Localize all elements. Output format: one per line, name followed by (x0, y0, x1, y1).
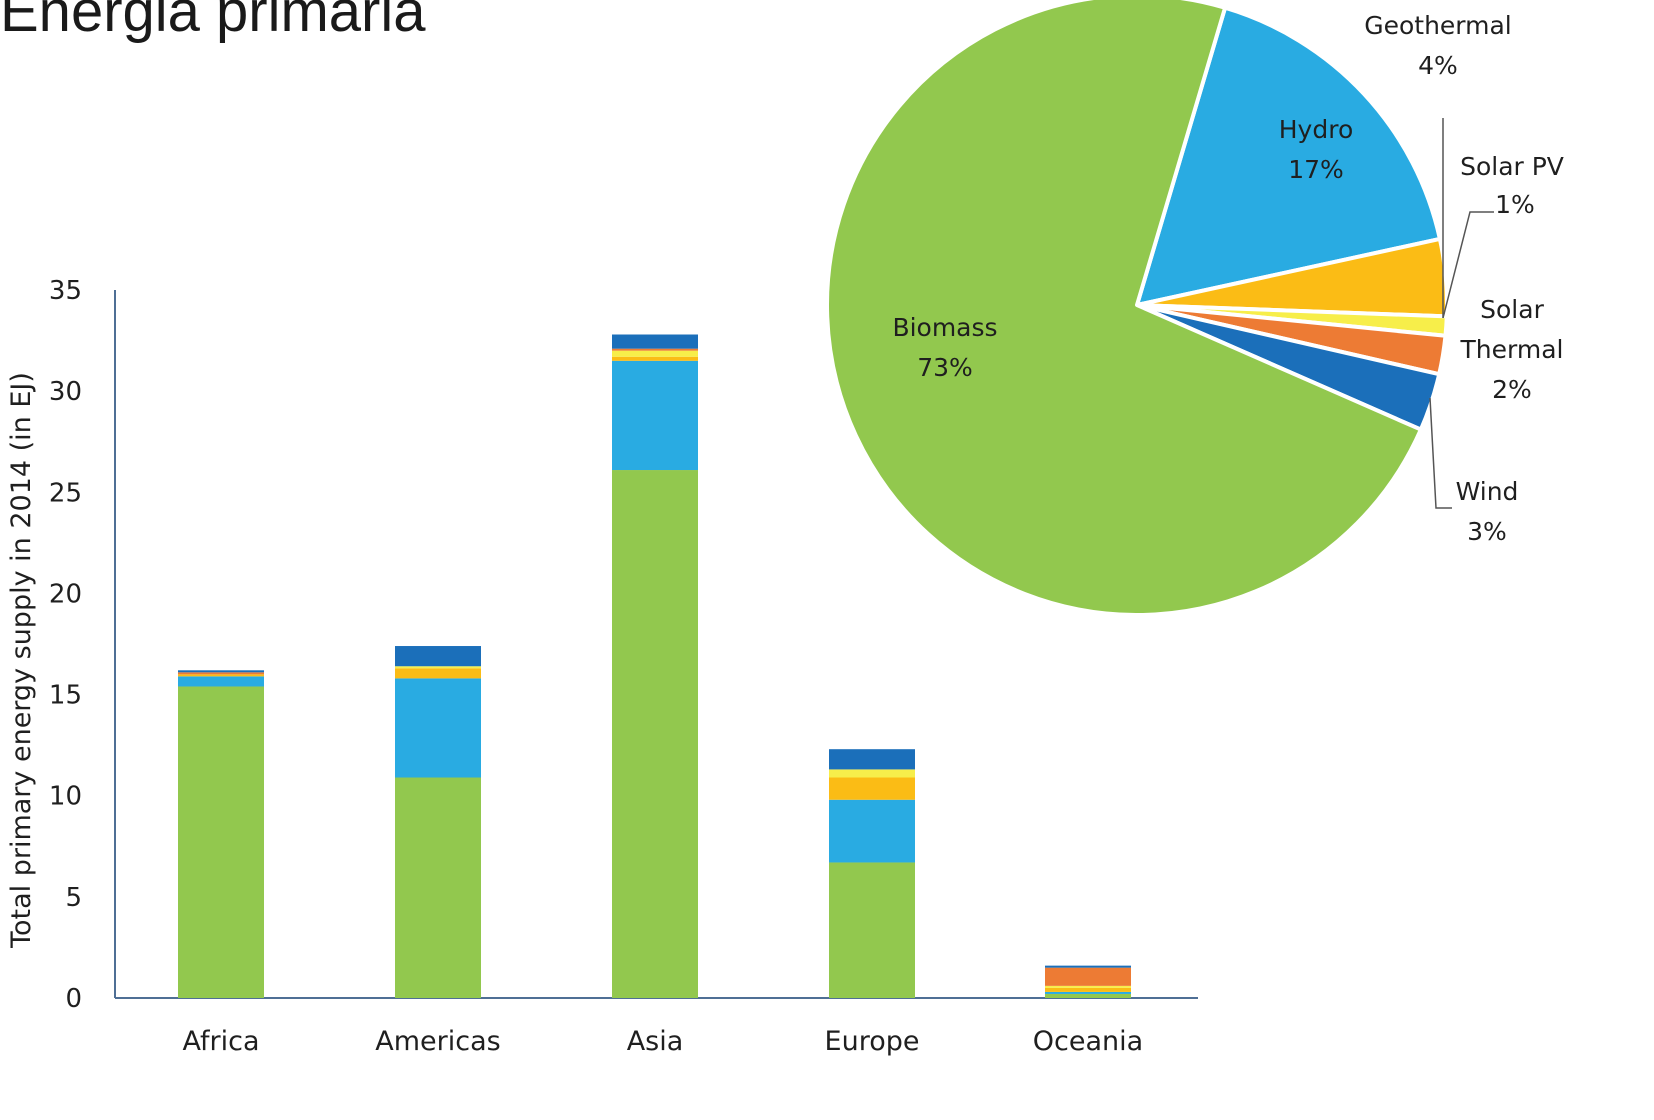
bar-segment-oceania-2 (1045, 987, 1131, 992)
bar-segment-asia-1 (612, 360, 698, 471)
y-axis-label: Total primary energy supply in 2014 (in … (6, 372, 37, 949)
bar-segment-americas-1 (395, 678, 481, 778)
bar-segment-europe-1 (829, 799, 915, 863)
pie-leader-lines (1429, 118, 1494, 509)
pie-label-solar-thermal-line-0: Solar (1480, 295, 1544, 324)
x-category-labels: Africa Americas Asia Europe Oceania (182, 1026, 1143, 1057)
bar-segment-americas-0 (395, 777, 481, 998)
bar-segment-asia-0 (612, 470, 698, 998)
pie-label-geothermal-line-1: 4% (1418, 51, 1458, 80)
bar-segment-oceania-0 (1045, 993, 1131, 998)
y-tick-label: 5 (65, 883, 82, 913)
y-tick-labels: 0 5 10 15 20 25 30 35 (49, 276, 82, 1014)
bar-segment-oceania-4 (1045, 967, 1131, 986)
bar-segment-asia-4 (612, 348, 698, 351)
bar-segment-americas-3 (395, 666, 481, 669)
pie-label-solar-pv-value-line-0: 1% (1495, 190, 1535, 219)
y-tick-label: 20 (49, 579, 82, 609)
bar-segments (178, 334, 1131, 998)
pie-label-biomass-line-0: Biomass (892, 313, 997, 342)
leader-wind (1429, 397, 1452, 509)
bar-segment-americas-2 (395, 668, 481, 679)
y-tick-label: 30 (49, 377, 82, 407)
bar-segment-africa-0 (178, 686, 264, 998)
pie-slice-hydro (1135, 5, 1442, 307)
bar-segment-asia-2 (612, 356, 698, 361)
x-category-label: Oceania (1033, 1026, 1143, 1057)
bar-segment-europe-2 (829, 777, 915, 800)
pie-label-wind-line-0: Wind (1456, 477, 1519, 506)
pie-slice-biomass (825, 0, 1423, 617)
stacked-bar-chart: 0 5 10 15 20 25 30 35 Africa Americas Asia Europe O… (6, 276, 1198, 1057)
y-tick-label: 0 (65, 984, 82, 1014)
bar-segment-americas-5 (395, 646, 481, 667)
y-tick-label: 15 (49, 681, 82, 711)
bar-segment-asia-5 (612, 334, 698, 349)
pie-slices (825, 0, 1449, 617)
pie-labels: Biomass 73% Hydro 17% Geothermal 4% Solar PV 1%… (892, 11, 1563, 546)
x-category-label: Asia (627, 1026, 684, 1057)
bar-segment-oceania-1 (1045, 991, 1131, 994)
pie-label-hydro-line-0: Hydro (1279, 115, 1354, 144)
pie-label-geothermal-line-0: Geothermal (1364, 11, 1512, 40)
bar-segment-oceania-5 (1045, 965, 1131, 968)
y-tick-label: 25 (49, 478, 82, 508)
y-tick-label: 35 (49, 276, 82, 306)
pie-label-wind-line-1: 3% (1467, 517, 1507, 546)
bar-segment-africa-2 (178, 674, 264, 677)
bar-segment-africa-1 (178, 676, 264, 687)
bar-segment-africa-5 (178, 670, 264, 673)
pie-label-hydro-line-1: 17% (1288, 155, 1344, 184)
pie-label-solar-thermal-line-2: 2% (1492, 375, 1532, 404)
bar-segment-europe-0 (829, 862, 915, 998)
x-category-label: Americas (375, 1026, 500, 1057)
bar-segment-asia-3 (612, 350, 698, 357)
bar-segment-oceania-3 (1045, 985, 1131, 988)
bar-segment-africa-4 (178, 672, 264, 675)
page-title: Energia primaria (0, 0, 426, 44)
pie-chart: Biomass 73% Hydro 17% Geothermal 4% Solar PV 1%… (825, 0, 1564, 617)
bar-segment-europe-3 (829, 769, 915, 778)
x-category-label: Africa (182, 1026, 259, 1057)
x-category-label: Europe (825, 1026, 920, 1057)
pie-label-biomass-line-1: 73% (917, 353, 973, 382)
pie-label-solar-thermal-line-1: Thermal (1460, 335, 1564, 364)
leader-solar-pv-elbow (1442, 211, 1494, 319)
bar-segment-europe-5 (829, 749, 915, 770)
y-tick-label: 10 (49, 782, 82, 812)
pie-label-solar-pv-name-line-0: Solar PV (1460, 152, 1564, 181)
